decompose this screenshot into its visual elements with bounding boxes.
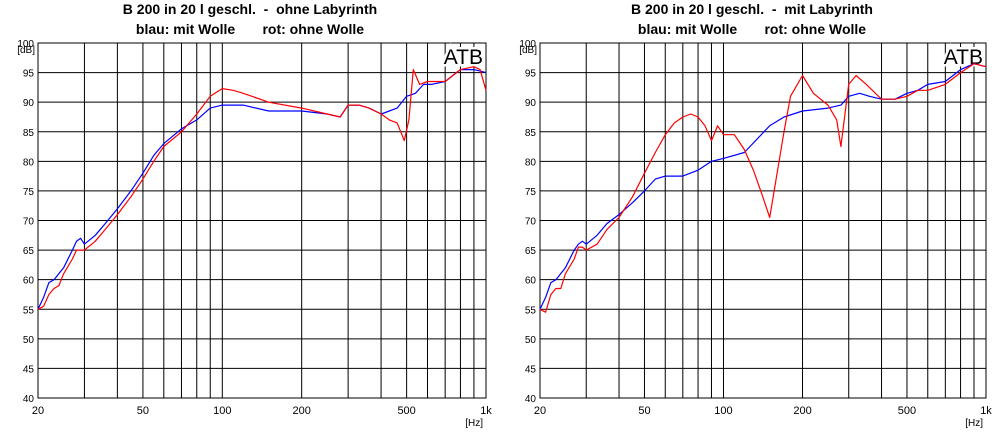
y-tick-label: 90 — [525, 98, 537, 109]
series-line-rot — [539, 63, 987, 313]
x-tick-label: 50 — [638, 405, 650, 417]
chart-subtitle: blau: mit Wolle rot: ohne Wolle — [135, 21, 365, 37]
frequency-response-chart: 40 45 50 55 60 65 70 75 80 85 90 95 100 20 50 100 200 500… — [17, 39, 492, 429]
y-tick-label: 45 — [525, 364, 537, 375]
x-axis-label: [Hz] — [465, 418, 483, 429]
y-tick-label: 50 — [525, 335, 537, 346]
y-tick-label: 95 — [525, 69, 537, 80]
y-tick-label: 50 — [23, 335, 35, 346]
series-line-blau — [539, 63, 987, 310]
series-line-rot — [37, 66, 487, 310]
y-tick-label: 60 — [525, 276, 537, 287]
x-tick-label: 1k — [480, 405, 492, 417]
chart-title: B 200 in 20 l geschl. - ohne Labyrinth — [122, 1, 378, 17]
x-axis-label: [Hz] — [965, 418, 983, 429]
x-tick-label: 50 — [137, 405, 149, 417]
x-tick-label: 500 — [397, 405, 415, 417]
chart-panel-right: B 200 in 20 l geschl. - mit Labyrinth bl… — [502, 0, 1000, 439]
x-tick-label: 1k — [980, 405, 992, 417]
y-tick-label: 75 — [23, 187, 35, 198]
y-axis-label: [dB] — [17, 45, 35, 56]
y-tick-label: 95 — [23, 69, 35, 80]
y-tick-label: 70 — [23, 217, 35, 228]
y-tick-label: 55 — [525, 305, 537, 316]
chart-subtitle: blau: mit Wolle rot: ohne Wolle — [637, 21, 867, 37]
x-tick-label: 20 — [534, 405, 546, 417]
y-tick-label: 75 — [525, 187, 537, 198]
frequency-response-chart: 40 45 50 55 60 65 70 75 80 85 90 95 100 20 50 100 200 500… — [519, 39, 992, 429]
y-tick-label: 100 — [17, 39, 34, 50]
watermark-logo: ATB — [944, 46, 983, 69]
watermark-logo: ATB — [444, 46, 483, 69]
y-axis-label: [dB] — [519, 45, 537, 56]
y-tick-label: 40 — [23, 394, 35, 405]
y-tick-label: 65 — [23, 246, 35, 257]
y-tick-label: 65 — [525, 246, 537, 257]
x-tick-label: 500 — [898, 405, 916, 417]
chart-title: B 200 in 20 l geschl. - mit Labyrinth — [631, 1, 873, 17]
x-tick-label: 20 — [32, 405, 44, 417]
y-tick-label: 70 — [525, 217, 537, 228]
y-tick-label: 60 — [23, 276, 35, 287]
plot-frame — [539, 42, 987, 399]
chart-panel-left: B 200 in 20 l geschl. - ohne Labyrinth b… — [17, 1, 492, 429]
y-tick-label: 80 — [23, 157, 35, 168]
y-tick-label: 45 — [23, 364, 35, 375]
plot-frame — [37, 42, 487, 399]
y-tick-label: 90 — [23, 98, 35, 109]
series-line-blau — [37, 68, 487, 310]
x-tick-label: 200 — [793, 405, 811, 417]
y-tick-label: 40 — [525, 394, 537, 405]
y-tick-label: 85 — [525, 128, 537, 139]
y-tick-label: 80 — [525, 157, 537, 168]
y-tick-label: 85 — [23, 128, 35, 139]
y-tick-label: 100 — [519, 39, 536, 50]
x-tick-label: 100 — [213, 405, 231, 417]
x-tick-label: 100 — [714, 405, 732, 417]
x-tick-label: 200 — [293, 405, 311, 417]
y-tick-label: 55 — [23, 305, 35, 316]
